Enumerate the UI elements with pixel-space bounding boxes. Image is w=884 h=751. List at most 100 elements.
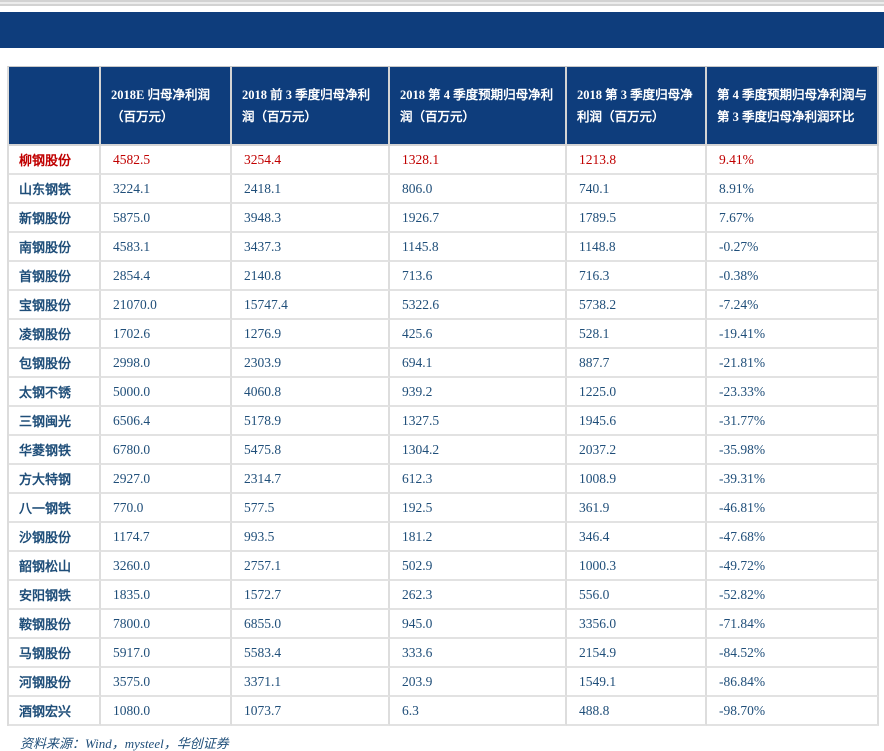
value-cell: 770.0 <box>101 494 232 523</box>
value-cell: 2037.2 <box>567 436 707 465</box>
value-cell: 2998.0 <box>101 349 232 378</box>
company-name-cell: 鞍钢股份 <box>9 610 101 639</box>
value-cell: 3437.3 <box>232 233 390 262</box>
company-name-cell: 八一钢铁 <box>9 494 101 523</box>
value-cell: -39.31% <box>707 465 879 494</box>
company-name-cell: 马钢股份 <box>9 639 101 668</box>
value-cell: 716.3 <box>567 262 707 291</box>
value-cell: 4583.1 <box>101 233 232 262</box>
value-cell: -21.81% <box>707 349 879 378</box>
value-cell: 577.5 <box>232 494 390 523</box>
value-cell: 346.4 <box>567 523 707 552</box>
value-cell: 5583.4 <box>232 639 390 668</box>
value-cell: 502.9 <box>390 552 567 581</box>
value-cell: 2927.0 <box>101 465 232 494</box>
value-cell: 2418.1 <box>232 175 390 204</box>
value-cell: 945.0 <box>390 610 567 639</box>
value-cell: 333.6 <box>390 639 567 668</box>
value-cell: 3224.1 <box>101 175 232 204</box>
table-row: 华菱钢铁 6780.0 5475.8 1304.2 2037.2 -35.98% <box>9 436 879 465</box>
company-name-cell: 南钢股份 <box>9 233 101 262</box>
header-2018e-net-profit: 2018E 归母净利润（百万元） <box>101 67 232 146</box>
value-cell: 3948.3 <box>232 204 390 233</box>
value-cell: -46.81% <box>707 494 879 523</box>
company-name-cell: 酒钢宏兴 <box>9 697 101 726</box>
value-cell: -49.72% <box>707 552 879 581</box>
value-cell: 2140.8 <box>232 262 390 291</box>
table-row: 鞍钢股份 7800.0 6855.0 945.0 3356.0 -71.84% <box>9 610 879 639</box>
value-cell: 6.3 <box>390 697 567 726</box>
table-body: 柳钢股份 4582.5 3254.4 1328.1 1213.8 9.41% 山东钢铁 322… <box>9 146 879 726</box>
value-cell: -84.52% <box>707 639 879 668</box>
company-name-cell: 山东钢铁 <box>9 175 101 204</box>
company-name-cell: 三钢闽光 <box>9 407 101 436</box>
value-cell: 1789.5 <box>567 204 707 233</box>
value-cell: 2303.9 <box>232 349 390 378</box>
value-cell: 1080.0 <box>101 697 232 726</box>
value-cell: -23.33% <box>707 378 879 407</box>
top-divider-line <box>0 2 884 4</box>
value-cell: 6780.0 <box>101 436 232 465</box>
table-row: 首钢股份 2854.4 2140.8 713.6 716.3 -0.38% <box>9 262 879 291</box>
top-banner <box>0 12 884 48</box>
value-cell: 3260.0 <box>101 552 232 581</box>
table-header: 2018E 归母净利润（百万元） 2018 前 3 季度归母净利润（百万元） 2… <box>9 67 879 146</box>
value-cell: 806.0 <box>390 175 567 204</box>
table-row: 新钢股份 5875.0 3948.3 1926.7 1789.5 7.67% <box>9 204 879 233</box>
value-cell: 1145.8 <box>390 233 567 262</box>
value-cell: 1702.6 <box>101 320 232 349</box>
company-name-cell: 方大特钢 <box>9 465 101 494</box>
value-cell: 2854.4 <box>101 262 232 291</box>
value-cell: 7.67% <box>707 204 879 233</box>
value-cell: 1148.8 <box>567 233 707 262</box>
table-row: 包钢股份 2998.0 2303.9 694.1 887.7 -21.81% <box>9 349 879 378</box>
company-name-cell: 包钢股份 <box>9 349 101 378</box>
table-row: 河钢股份 3575.0 3371.1 203.9 1549.1 -86.84% <box>9 668 879 697</box>
table-row: 南钢股份 4583.1 3437.3 1145.8 1148.8 -0.27% <box>9 233 879 262</box>
value-cell: 1008.9 <box>567 465 707 494</box>
company-name-cell: 柳钢股份 <box>9 146 101 175</box>
value-cell: 203.9 <box>390 668 567 697</box>
value-cell: 612.3 <box>390 465 567 494</box>
value-cell: 713.6 <box>390 262 567 291</box>
header-company <box>9 67 101 146</box>
value-cell: 5178.9 <box>232 407 390 436</box>
value-cell: 528.1 <box>567 320 707 349</box>
value-cell: -35.98% <box>707 436 879 465</box>
company-name-cell: 宝钢股份 <box>9 291 101 320</box>
value-cell: 993.5 <box>232 523 390 552</box>
company-name-cell: 首钢股份 <box>9 262 101 291</box>
company-name-cell: 凌钢股份 <box>9 320 101 349</box>
value-cell: 2314.7 <box>232 465 390 494</box>
value-cell: 1000.3 <box>567 552 707 581</box>
company-name-cell: 华菱钢铁 <box>9 436 101 465</box>
company-name-cell: 沙钢股份 <box>9 523 101 552</box>
header-first-3q-net-profit: 2018 前 3 季度归母净利润（百万元） <box>232 67 390 146</box>
table-row: 太钢不锈 5000.0 4060.8 939.2 1225.0 -23.33% <box>9 378 879 407</box>
table-row: 沙钢股份 1174.7 993.5 181.2 346.4 -47.68% <box>9 523 879 552</box>
value-cell: 1073.7 <box>232 697 390 726</box>
earnings-table: 2018E 归母净利润（百万元） 2018 前 3 季度归母净利润（百万元） 2… <box>7 66 879 726</box>
value-cell: 1926.7 <box>390 204 567 233</box>
value-cell: 7800.0 <box>101 610 232 639</box>
value-cell: -86.84% <box>707 668 879 697</box>
value-cell: 9.41% <box>707 146 879 175</box>
header-q3-net-profit: 2018 第 3 季度归母净利润（百万元） <box>567 67 707 146</box>
table-row: 八一钢铁 770.0 577.5 192.5 361.9 -46.81% <box>9 494 879 523</box>
table-row: 韶钢松山 3260.0 2757.1 502.9 1000.3 -49.72% <box>9 552 879 581</box>
value-cell: 1945.6 <box>567 407 707 436</box>
top-divider-line <box>0 0 884 2</box>
value-cell: 5475.8 <box>232 436 390 465</box>
value-cell: -0.27% <box>707 233 879 262</box>
value-cell: 262.3 <box>390 581 567 610</box>
value-cell: 887.7 <box>567 349 707 378</box>
table-row: 酒钢宏兴 1080.0 1073.7 6.3 488.8 -98.70% <box>9 697 879 726</box>
table-row: 三钢闽光 6506.4 5178.9 1327.5 1945.6 -31.77% <box>9 407 879 436</box>
value-cell: -7.24% <box>707 291 879 320</box>
table-row: 方大特钢 2927.0 2314.7 612.3 1008.9 -39.31% <box>9 465 879 494</box>
header-q4-vs-q3-ratio: 第 4 季度预期归母净利润与第 3 季度归母净利润环比 <box>707 67 879 146</box>
table-row: 马钢股份 5917.0 5583.4 333.6 2154.9 -84.52% <box>9 639 879 668</box>
value-cell: -98.70% <box>707 697 879 726</box>
value-cell: 8.91% <box>707 175 879 204</box>
value-cell: 3356.0 <box>567 610 707 639</box>
